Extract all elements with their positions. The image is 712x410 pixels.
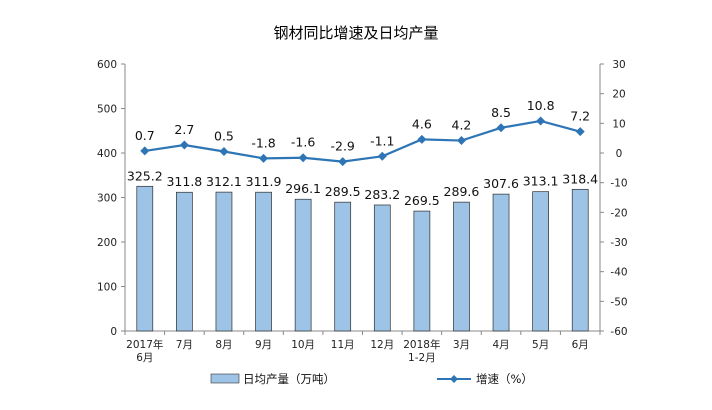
line-data-label: -1.1 bbox=[370, 133, 394, 148]
line-labels: 0.7 2.7 0.5 -1.8 -1.6 -2.9 -1.1 4.6 4.2 8.5 10.8 7.… bbox=[135, 98, 590, 154]
y-right-tick-label: -10 bbox=[610, 178, 627, 190]
line-point bbox=[377, 151, 387, 161]
x-tick-label: 2018年 bbox=[403, 338, 440, 351]
line-point bbox=[417, 134, 427, 144]
bar bbox=[492, 193, 510, 332]
line-data-label: 8.5 bbox=[491, 105, 511, 120]
x-tick-label: 8月 bbox=[215, 339, 232, 351]
line-data-label: 4.6 bbox=[412, 116, 432, 131]
line-point bbox=[456, 136, 466, 146]
bar bbox=[136, 185, 154, 332]
bar bbox=[294, 198, 312, 332]
bar bbox=[176, 191, 193, 332]
line-data-label: -2.9 bbox=[331, 139, 355, 154]
y-left-tick-label: 200 bbox=[97, 237, 117, 249]
legend-bar-label: 日均产量（万吨） bbox=[243, 372, 335, 386]
y-right-tick-label: -60 bbox=[610, 326, 627, 338]
line-data-label: 0.5 bbox=[214, 129, 234, 144]
bar-data-label: 318.4 bbox=[562, 171, 598, 186]
y-left-tick-label: 0 bbox=[110, 326, 117, 338]
line-path bbox=[144, 119, 581, 163]
bar-data-label: 312.1 bbox=[206, 174, 242, 189]
y-right-tick-label: 10 bbox=[612, 118, 625, 130]
legend-line-label: 增速（%） bbox=[476, 372, 533, 386]
line-series bbox=[140, 116, 585, 167]
x-tick-label: 6月 bbox=[136, 352, 153, 364]
bar bbox=[413, 210, 431, 332]
bar bbox=[571, 188, 589, 332]
x-tick-label: 3月 bbox=[453, 339, 470, 351]
legend-bar-swatch bbox=[210, 373, 240, 384]
bar-data-label: 283.2 bbox=[364, 187, 400, 202]
x-tick-label: 11月 bbox=[331, 339, 355, 351]
bar-data-label: 296.1 bbox=[285, 181, 321, 196]
x-tick-label: 12月 bbox=[370, 339, 394, 351]
bar-data-label: 269.5 bbox=[404, 193, 440, 208]
line-data-label: -1.6 bbox=[291, 135, 315, 150]
y-left-tick-label: 500 bbox=[97, 104, 117, 116]
line-data-label: 4.2 bbox=[452, 118, 472, 133]
axes: 0 100 200 300 400 500 600 -60 -50 -40 -30 -20 -10 0 10… bbox=[97, 59, 628, 338]
line-point bbox=[140, 146, 150, 156]
bar-data-label: 325.2 bbox=[127, 168, 163, 183]
line-data-label: 7.2 bbox=[570, 109, 590, 124]
bar-data-label: 289.5 bbox=[325, 184, 361, 199]
y-left-tick-label: 100 bbox=[97, 282, 117, 294]
y-left-tick-label: 600 bbox=[97, 59, 117, 71]
line-data-label: 2.7 bbox=[174, 122, 194, 137]
bar-data-label: 313.1 bbox=[523, 174, 559, 189]
x-tick-label: 1-2月 bbox=[408, 352, 436, 364]
line-data-label: 0.7 bbox=[135, 128, 155, 143]
line-point bbox=[219, 147, 229, 157]
y-right-tick-label: 0 bbox=[616, 148, 623, 160]
x-tick-label: 2017年 bbox=[126, 338, 163, 351]
legend: 日均产量（万吨） 增速（%） bbox=[210, 372, 533, 386]
line-point bbox=[338, 157, 348, 167]
y-right-tick-label: -30 bbox=[610, 237, 627, 249]
line-point bbox=[575, 127, 585, 137]
x-tick-label: 10月 bbox=[291, 339, 315, 351]
line-data-label: -1.8 bbox=[251, 135, 275, 150]
bar-series bbox=[136, 185, 589, 332]
y-right-tick-label: 30 bbox=[612, 59, 625, 71]
x-tick-label: 6月 bbox=[572, 339, 589, 351]
line-data-label: 10.8 bbox=[527, 98, 555, 113]
bar-data-label: 307.6 bbox=[483, 176, 519, 191]
bar bbox=[453, 201, 470, 332]
line-point bbox=[179, 140, 189, 150]
bar-data-label: 311.8 bbox=[166, 174, 202, 189]
y-left-tick-label: 400 bbox=[97, 148, 117, 160]
bar bbox=[532, 191, 549, 332]
bar-data-label: 289.6 bbox=[444, 184, 480, 199]
line-point bbox=[536, 116, 546, 126]
line-point bbox=[496, 123, 506, 133]
line-point bbox=[259, 153, 269, 163]
line-point bbox=[298, 153, 308, 163]
y-right-tick-label: -50 bbox=[610, 296, 627, 308]
legend-line-marker bbox=[450, 375, 458, 383]
x-tick-label: 9月 bbox=[255, 339, 272, 351]
x-tick-label: 7月 bbox=[176, 339, 193, 351]
x-tick-label: 4月 bbox=[492, 339, 509, 351]
bar bbox=[215, 191, 233, 332]
bar bbox=[373, 204, 391, 332]
bar bbox=[255, 191, 272, 332]
y-right-tick-label: -40 bbox=[610, 267, 627, 279]
bar-data-label: 311.9 bbox=[246, 174, 282, 189]
bar-labels: 325.2 311.8 312.1 311.9 296.1 289.5 283.2 269.5… bbox=[127, 168, 598, 208]
y-right-tick-label: -20 bbox=[610, 207, 627, 219]
y-right-tick-label: 20 bbox=[612, 89, 625, 101]
bar bbox=[334, 201, 352, 332]
x-tick-label: 5月 bbox=[532, 339, 549, 351]
chart-title: 钢材同比增速及日均产量 bbox=[273, 24, 438, 42]
y-left-tick-label: 300 bbox=[97, 193, 117, 205]
